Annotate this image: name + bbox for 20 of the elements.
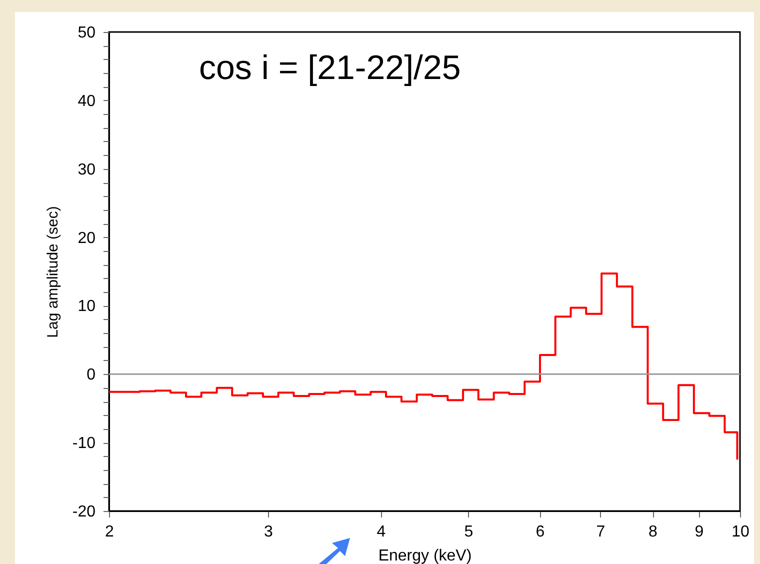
x-tick-label: 10 [732, 524, 750, 540]
x-axis-title: Energy (keV) [378, 548, 472, 564]
x-tick-label: 6 [536, 524, 545, 540]
y-tick-label: 10 [78, 298, 96, 316]
x-tick-label: 5 [464, 524, 474, 540]
x-tick-label: 8 [648, 524, 658, 540]
y-tick-label: 30 [78, 161, 96, 178]
x-tick-label: 3 [264, 524, 274, 540]
y-tick-label: 20 [78, 230, 96, 247]
x-tick-label: 2 [105, 524, 114, 540]
y-tick-label: 40 [78, 92, 96, 110]
y-axis-title: Lag amplitude (sec) [44, 206, 62, 338]
y-tick-label: -20 [72, 504, 96, 520]
x-tick-label: 9 [694, 524, 704, 540]
y-tick-label: 50 [78, 24, 96, 42]
y-tick-label: 0 [86, 366, 96, 384]
x-tick-label: 7 [596, 524, 606, 540]
x-tick-label: 4 [376, 524, 386, 540]
y-tick-label: -10 [72, 435, 96, 452]
annotation: cos i = [21-22]/25 [199, 49, 461, 87]
